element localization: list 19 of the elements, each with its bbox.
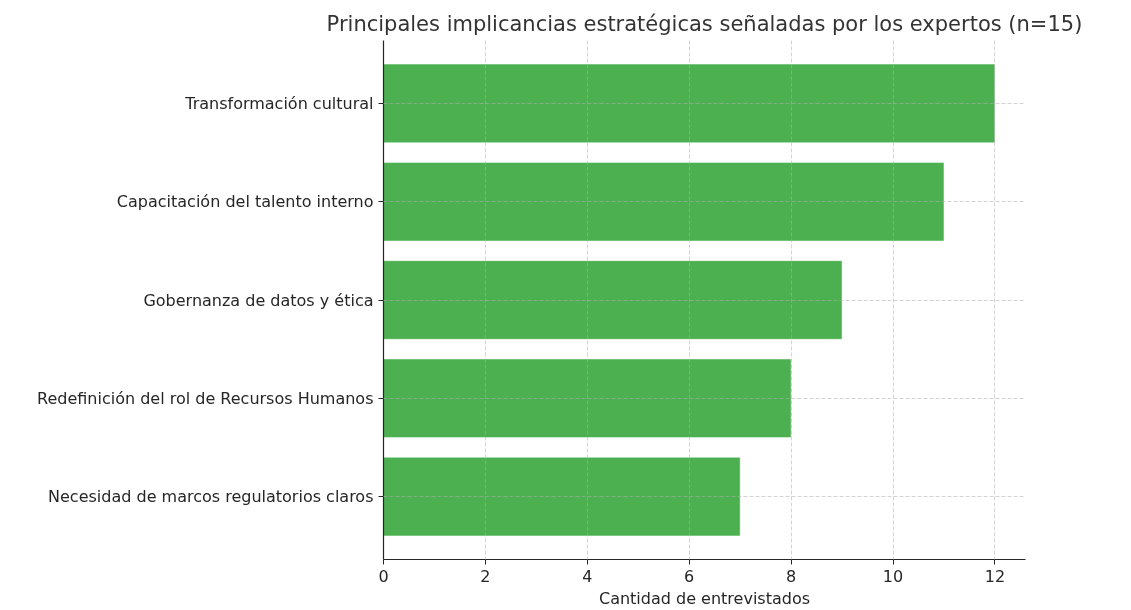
bar (383, 260, 843, 340)
y-tick-label: Necesidad de marcos regulatorios claros (48, 487, 374, 507)
bar (383, 358, 792, 438)
bar (383, 457, 741, 537)
x-tick-label: 8 (786, 566, 797, 586)
bar (383, 63, 996, 143)
x-tick-label: 10 (882, 566, 904, 586)
x-axis-title: Cantidad de entrevistados (598, 588, 811, 608)
x-tick-label: 6 (684, 566, 695, 586)
x-tick-label: 4 (582, 566, 593, 586)
x-tick-label: 0 (378, 566, 389, 586)
y-tick-label: Transformación cultural (184, 93, 374, 113)
x-tick-label: 2 (480, 566, 491, 586)
bar (383, 162, 945, 242)
y-tick-label: Gobernanza de datos y ética (143, 290, 374, 310)
chart-title: Principales implicancias estratégicas señaladas por los expertos (n=15) (326, 11, 1083, 36)
x-tick-label: 12 (984, 566, 1006, 586)
y-tick-label: Redefinición del rol de Recursos Humanos (37, 388, 374, 408)
y-tick-label: Capacitación del talento interno (116, 192, 374, 212)
